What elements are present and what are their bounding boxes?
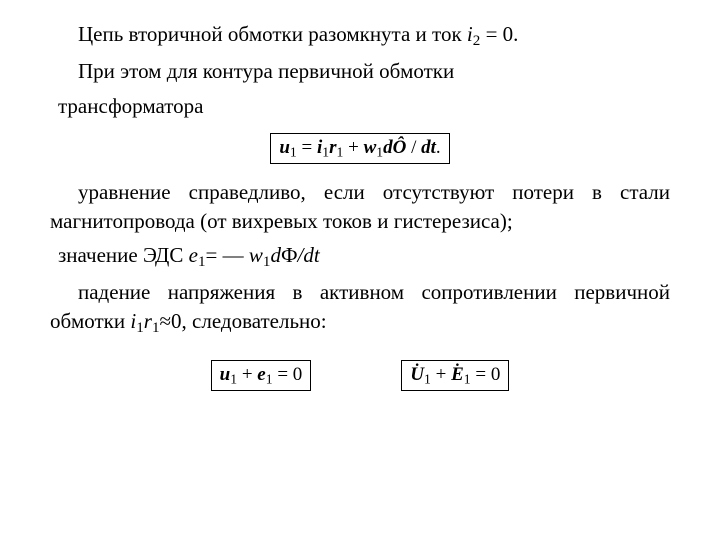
page: Цепь вторичной обмотки разомкнута и ток … xyxy=(0,0,720,411)
text: ≈0, следовательно: xyxy=(160,309,327,333)
subscript: 1 xyxy=(424,371,431,386)
subscript: 1 xyxy=(464,371,471,386)
paragraph-1: Цепь вторичной обмотки разомкнута и ток … xyxy=(50,20,670,51)
var-u1: u xyxy=(220,364,231,385)
equation-3: .U1 + .E1 = 0 xyxy=(401,360,509,391)
var-phi: Ô xyxy=(393,137,407,158)
equation-1: u1 = i1r1 + w1dÔ / dt. xyxy=(270,133,449,164)
subscript: 1 xyxy=(152,319,160,335)
text: Цепь вторичной обмотки разомкнута и ток xyxy=(78,22,467,46)
var-letter: e xyxy=(189,243,198,267)
equation-row-2: u1 + e1 = 0 .U1 + .E1 = 0 xyxy=(50,360,670,391)
subscript: 1 xyxy=(266,371,273,386)
var-letter: w xyxy=(249,243,263,267)
paragraph-6: падение напряжения в активном сопротивле… xyxy=(50,278,670,338)
op-plus: + xyxy=(237,364,257,385)
var-d: d xyxy=(270,243,281,267)
op-equals-dash: = — xyxy=(206,243,249,267)
text: уравнение справедливо, если отсутствуют … xyxy=(50,180,670,232)
op-plus: + xyxy=(343,137,363,158)
var-i2: i2 xyxy=(467,22,480,46)
period: . xyxy=(436,137,441,158)
rhs: = 0 xyxy=(471,364,501,385)
dot-icon: . xyxy=(451,353,464,371)
var-letter: e xyxy=(257,364,265,385)
var-d: d xyxy=(421,137,431,158)
var-w1: w xyxy=(364,137,377,158)
rhs: = 0 xyxy=(273,364,303,385)
var-w1: w1 xyxy=(249,243,271,267)
text: значение ЭДС xyxy=(58,243,189,267)
var-letter: r xyxy=(144,309,152,333)
var-letter: r xyxy=(329,137,336,158)
var-letter: w xyxy=(364,137,377,158)
equation-1-row: u1 = i1r1 + w1dÔ / dt. xyxy=(50,132,670,164)
op-equals: = xyxy=(297,137,317,158)
text: трансформатора xyxy=(58,94,204,118)
subscript: 1 xyxy=(136,319,144,335)
var-r1: r xyxy=(329,137,336,158)
var-dt: /dt xyxy=(298,243,320,267)
var-E1-dot: .E xyxy=(451,365,464,386)
var-e1: e1 xyxy=(189,243,206,267)
paragraph-4: уравнение справедливо, если отсутствуют … xyxy=(50,178,670,235)
subscript: 1 xyxy=(198,254,206,270)
var-d: d xyxy=(383,137,393,158)
var-e1: e xyxy=(257,364,265,385)
text: При этом для контура первичной обмотки xyxy=(78,59,454,83)
var-r1: r1 xyxy=(144,309,160,333)
var-phi: Ф xyxy=(281,243,298,267)
paragraph-2: При этом для контура первичной обмотки xyxy=(50,57,670,85)
var-letter: u xyxy=(279,137,290,158)
text: = 0. xyxy=(480,22,518,46)
var-u1: u xyxy=(279,137,290,158)
paragraph-3: трансформатора xyxy=(50,92,670,120)
subscript: 1 xyxy=(290,144,297,159)
var-U1-dot: .U xyxy=(410,365,424,386)
paragraph-5: значение ЭДС e1= — w1dФ/dt xyxy=(50,241,670,272)
var-i1: i1 xyxy=(130,309,143,333)
op-plus: + xyxy=(431,364,451,385)
dot-icon: . xyxy=(410,353,424,371)
var-letter: u xyxy=(220,364,231,385)
equation-2: u1 + e1 = 0 xyxy=(211,360,312,391)
op-slash: / xyxy=(406,137,421,158)
